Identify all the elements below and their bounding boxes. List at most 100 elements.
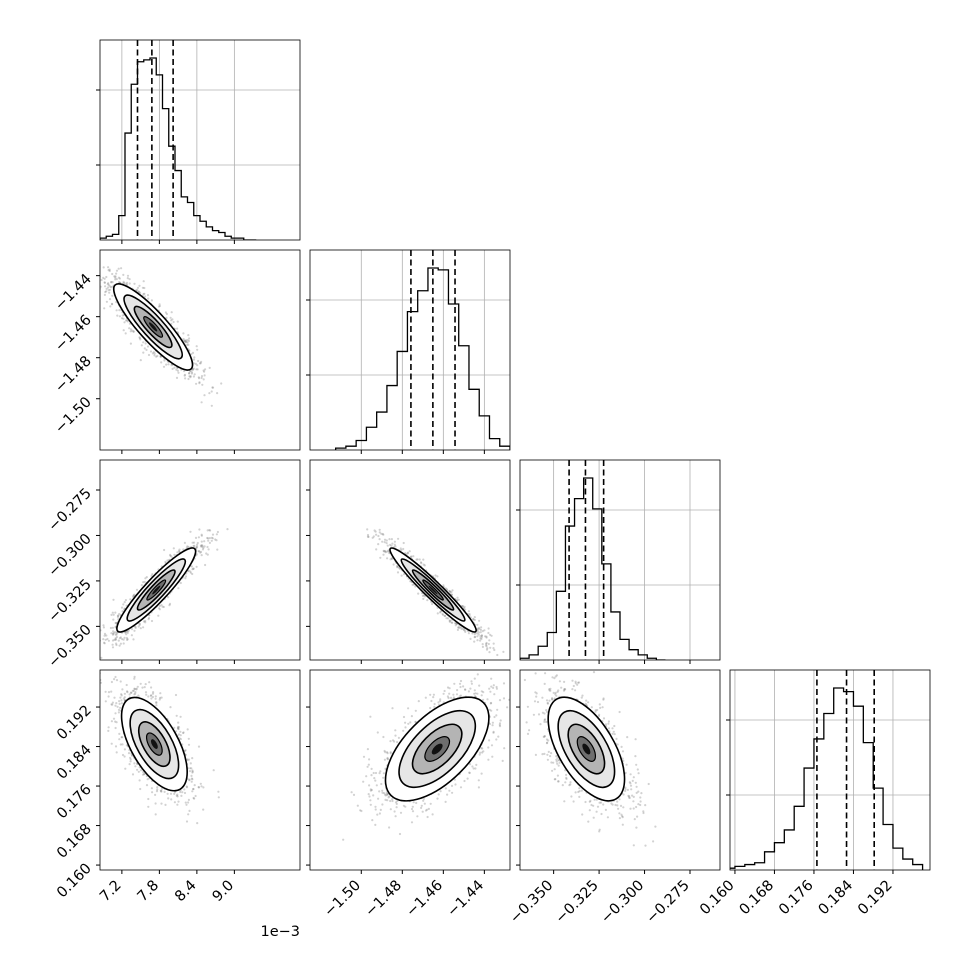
scatter-point [122, 317, 125, 320]
scatter-point [473, 633, 476, 636]
scatter-point [381, 532, 384, 536]
scatter-point [183, 791, 187, 795]
scatter-point [207, 539, 210, 542]
scatter-point [191, 572, 194, 576]
scatter-point [192, 358, 196, 361]
scatter-point [120, 267, 123, 270]
scatter-point [450, 590, 453, 594]
scatter-point [373, 529, 376, 532]
scatter-point [488, 651, 491, 654]
scatter-point [197, 745, 201, 748]
scatter-point [160, 802, 163, 805]
scatter-point [144, 295, 147, 298]
scatter-point [479, 628, 482, 632]
scatter-point [126, 319, 129, 322]
histogram-panel [726, 669, 931, 871]
scatter-point [140, 344, 143, 347]
scatter-point [426, 599, 429, 602]
scatter-point [172, 547, 175, 550]
scatter-point [461, 605, 465, 608]
scatter-point [87, 259, 89, 261]
scatter-point [145, 348, 148, 351]
scatter-point [167, 797, 170, 800]
scatter-point [372, 535, 375, 538]
scatter-point [129, 330, 132, 333]
scatter-point [203, 394, 206, 397]
scatter-point [134, 626, 137, 630]
scatter-point [149, 350, 153, 353]
scatter-point [111, 626, 114, 629]
scatter-point [130, 628, 134, 631]
scatter-point [189, 375, 192, 378]
scatter-point [175, 376, 179, 379]
scatter-panel [309, 459, 511, 661]
scatter-point [184, 575, 188, 578]
scatter-point [102, 276, 105, 279]
scatter-point [207, 548, 210, 551]
scatter-point [145, 576, 148, 579]
scatter-point [390, 557, 393, 560]
scatter-point [193, 544, 196, 548]
scatter-point [480, 634, 483, 637]
scatter-point [158, 608, 161, 611]
scatter-point [150, 686, 153, 689]
scatter-point [186, 341, 189, 344]
scatter-point [226, 528, 229, 531]
scatter-point [110, 703, 113, 706]
scatter-point [191, 368, 195, 371]
scatter-point [144, 577, 147, 580]
scatter-point [143, 286, 146, 290]
scatter-point [488, 639, 491, 642]
scatter-point [132, 594, 135, 597]
scatter-point [173, 792, 176, 796]
scatter-point [128, 282, 131, 285]
scatter-point [485, 641, 488, 645]
scatter-point [107, 282, 110, 285]
scatter-point [119, 642, 122, 645]
panel-frame [99, 249, 301, 451]
scatter-point [110, 302, 114, 305]
scatter-point [165, 363, 168, 366]
scatter-point [138, 336, 141, 339]
scatter-point [486, 647, 489, 650]
scatter-point [173, 791, 177, 794]
scatter-point [479, 639, 482, 642]
panel-content [100, 528, 229, 659]
scatter-point [210, 404, 213, 407]
scatter-point [197, 550, 200, 553]
scatter-point [111, 303, 114, 306]
scatter-point [422, 597, 425, 601]
scatter-point [160, 361, 163, 364]
histogram-step [730, 687, 924, 870]
scatter-point [129, 760, 132, 763]
density-core [428, 585, 438, 595]
scatter-point [115, 751, 118, 754]
scatter-point [103, 281, 106, 284]
scatter-point [198, 528, 201, 531]
scatter-point [177, 587, 180, 590]
scatter-point [198, 362, 202, 365]
scatter-point [402, 547, 405, 551]
scatter-point [108, 291, 111, 294]
scatter-point [192, 541, 196, 544]
scatter-point [190, 372, 193, 375]
scatter-point [448, 620, 451, 623]
scatter-point [185, 820, 189, 823]
scatter-point [110, 690, 113, 693]
scatter-point [472, 618, 475, 621]
scatter-point [142, 620, 146, 623]
scatter-point [114, 712, 117, 715]
scatter-point [154, 813, 157, 816]
scatter-point [406, 552, 409, 555]
scatter-point [109, 288, 112, 291]
scatter-point [195, 345, 198, 348]
scatter-point [206, 545, 209, 549]
scatter-point [383, 538, 387, 541]
scatter-point [176, 369, 179, 372]
scatter-point [192, 567, 195, 570]
scatter-point [110, 286, 113, 289]
scatter-point [153, 354, 156, 357]
scatter-point [182, 332, 185, 335]
scatter-point [414, 585, 417, 588]
scatter-point [197, 536, 200, 539]
